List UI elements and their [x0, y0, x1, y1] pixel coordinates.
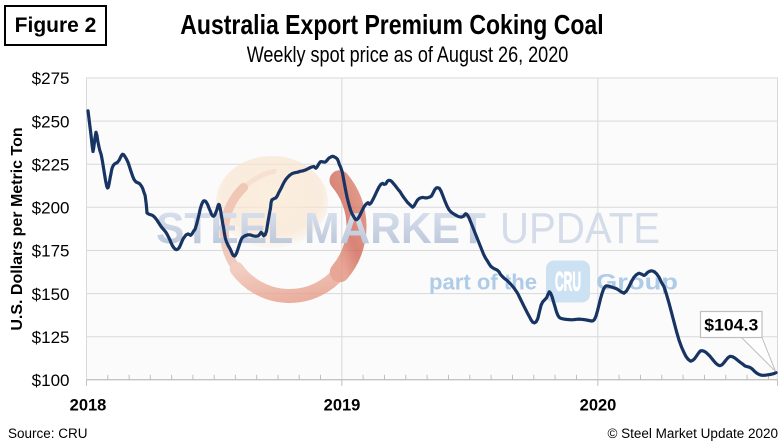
svg-text:$225: $225	[32, 155, 70, 174]
svg-text:UPDATE: UPDATE	[500, 204, 660, 253]
svg-text:part of the: part of the	[429, 270, 537, 295]
svg-text:$175: $175	[32, 242, 70, 261]
svg-text:$104.3: $104.3	[704, 316, 758, 335]
svg-text:STEEL MARKET: STEEL MARKET	[156, 204, 486, 253]
svg-text:U.S. Dollars per Metric Ton: U.S. Dollars per Metric Ton	[9, 127, 26, 330]
svg-text:CRU: CRU	[555, 267, 581, 297]
svg-text:2020: 2020	[580, 397, 617, 415]
svg-text:$125: $125	[32, 328, 70, 347]
svg-text:2018: 2018	[70, 397, 107, 415]
svg-text:$100: $100	[32, 371, 70, 390]
svg-text:$200: $200	[32, 199, 70, 218]
svg-text:$275: $275	[32, 69, 70, 88]
svg-text:$250: $250	[32, 112, 70, 131]
svg-text:2019: 2019	[324, 397, 361, 415]
svg-text:$150: $150	[32, 285, 70, 304]
